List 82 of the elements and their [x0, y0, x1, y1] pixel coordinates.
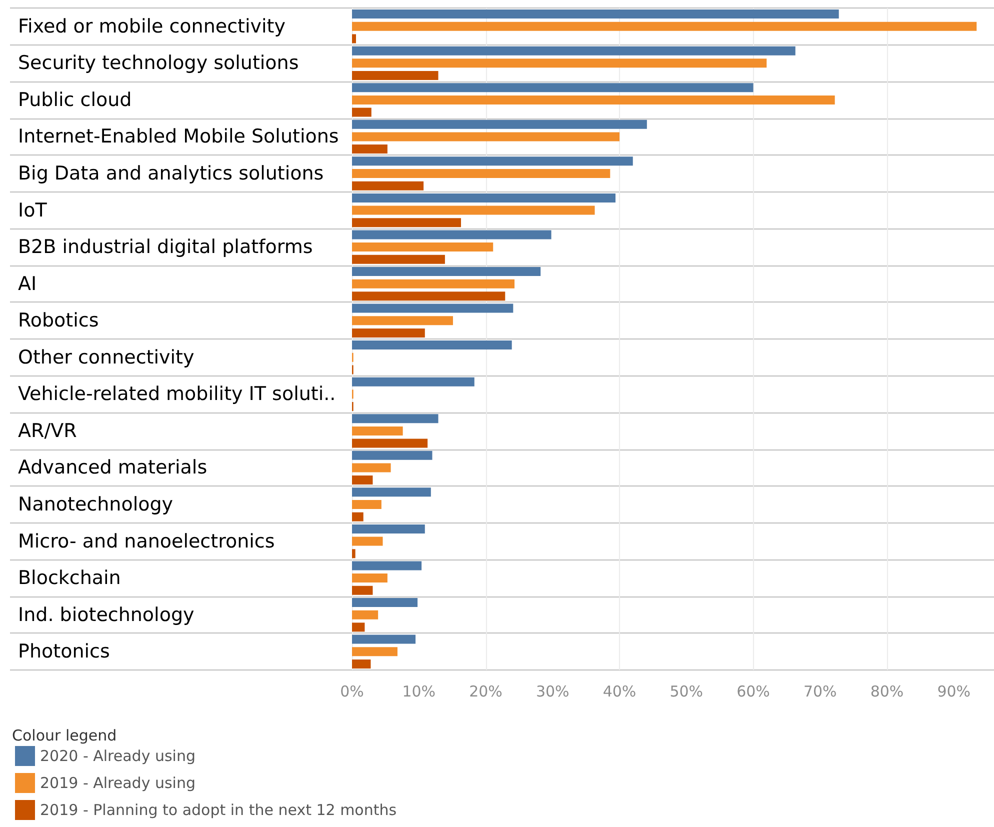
y-tick-label: Robotics [18, 310, 99, 332]
bar [352, 574, 388, 583]
bar [352, 254, 445, 264]
bar [352, 132, 620, 142]
x-tick-label: 10% [402, 682, 436, 700]
bar [352, 377, 474, 386]
bar [352, 218, 462, 228]
bar [352, 414, 438, 424]
bar [352, 316, 453, 326]
bar [352, 524, 425, 534]
y-tick-label: Vehicle-related mobility IT soluti.. [18, 383, 336, 406]
bar [352, 292, 506, 301]
bar [352, 647, 398, 656]
bar [352, 659, 371, 668]
bar [352, 610, 378, 620]
bar [352, 169, 610, 178]
y-tick-label: Fixed or mobile connectivity [18, 15, 286, 38]
bar [352, 500, 382, 509]
y-tick-label: Public cloud [18, 88, 132, 111]
x-tick-label: 90% [937, 682, 971, 700]
y-tick-label: Blockchain [18, 567, 121, 590]
bar [352, 230, 552, 240]
bar [352, 95, 835, 104]
y-tick-label: Big Data and analytics solutions [18, 162, 324, 184]
bar [352, 58, 767, 68]
y-tick-label: Security technology solutions [18, 52, 299, 74]
bar [352, 83, 754, 92]
bar [352, 476, 373, 485]
bar [352, 10, 839, 19]
bar [352, 622, 365, 632]
y-tick-label: Advanced materials [18, 456, 208, 479]
bar [352, 120, 647, 129]
bar [352, 267, 541, 276]
x-tick-label: 0% [340, 682, 364, 700]
bar [352, 488, 431, 497]
bar [352, 279, 515, 288]
bar [352, 34, 356, 44]
bar [352, 22, 977, 31]
bar [352, 206, 595, 215]
bar [352, 156, 633, 166]
bar [352, 598, 418, 608]
y-tick-label: Photonics [18, 640, 110, 663]
bar [352, 463, 391, 472]
legend-title: Colour legend [12, 726, 117, 744]
x-tick-label: 50% [670, 682, 704, 700]
y-tick-label: IoT [18, 199, 48, 222]
x-tick-label: 70% [803, 682, 837, 700]
y-tick-label: AR/VR [18, 420, 77, 442]
x-tick-label: 20% [469, 682, 502, 700]
y-tick-label: B2B industrial digital platforms [18, 236, 313, 258]
bar [352, 549, 356, 558]
y-tick-label: Ind. biotechnology [18, 604, 194, 626]
x-tick-label: 30% [536, 682, 570, 700]
bar [352, 450, 432, 460]
bar [352, 181, 424, 190]
y-tick-label: Micro- and nanoelectronics [18, 530, 275, 552]
bar [352, 328, 425, 338]
legend-label: 2019 - Already using [40, 774, 196, 792]
bar [352, 242, 494, 252]
x-tick-label: 80% [870, 682, 904, 700]
y-tick-label: Other connectivity [18, 346, 194, 368]
y-tick-label: Nanotechnology [18, 494, 174, 516]
bar [352, 536, 383, 546]
bar [352, 634, 416, 644]
bar [352, 586, 373, 595]
bar [352, 426, 403, 436]
legend-label: 2020 - Already using [40, 747, 196, 765]
bar [352, 304, 514, 313]
bar [352, 193, 616, 202]
legend-label: 2019 - Planning to adopt in the next 12 months [40, 801, 397, 819]
x-tick-label: 60% [736, 682, 770, 700]
bar [352, 561, 422, 570]
bar [352, 70, 438, 80]
y-tick-label: Internet-Enabled Mobile Solutions [18, 126, 339, 148]
y-tick-label: AI [18, 272, 37, 295]
bar [352, 46, 796, 56]
bar [352, 512, 364, 522]
bar [352, 340, 512, 350]
bar [352, 108, 372, 117]
bar [352, 144, 388, 154]
x-tick-label: 40% [602, 682, 636, 700]
bar [352, 438, 428, 448]
